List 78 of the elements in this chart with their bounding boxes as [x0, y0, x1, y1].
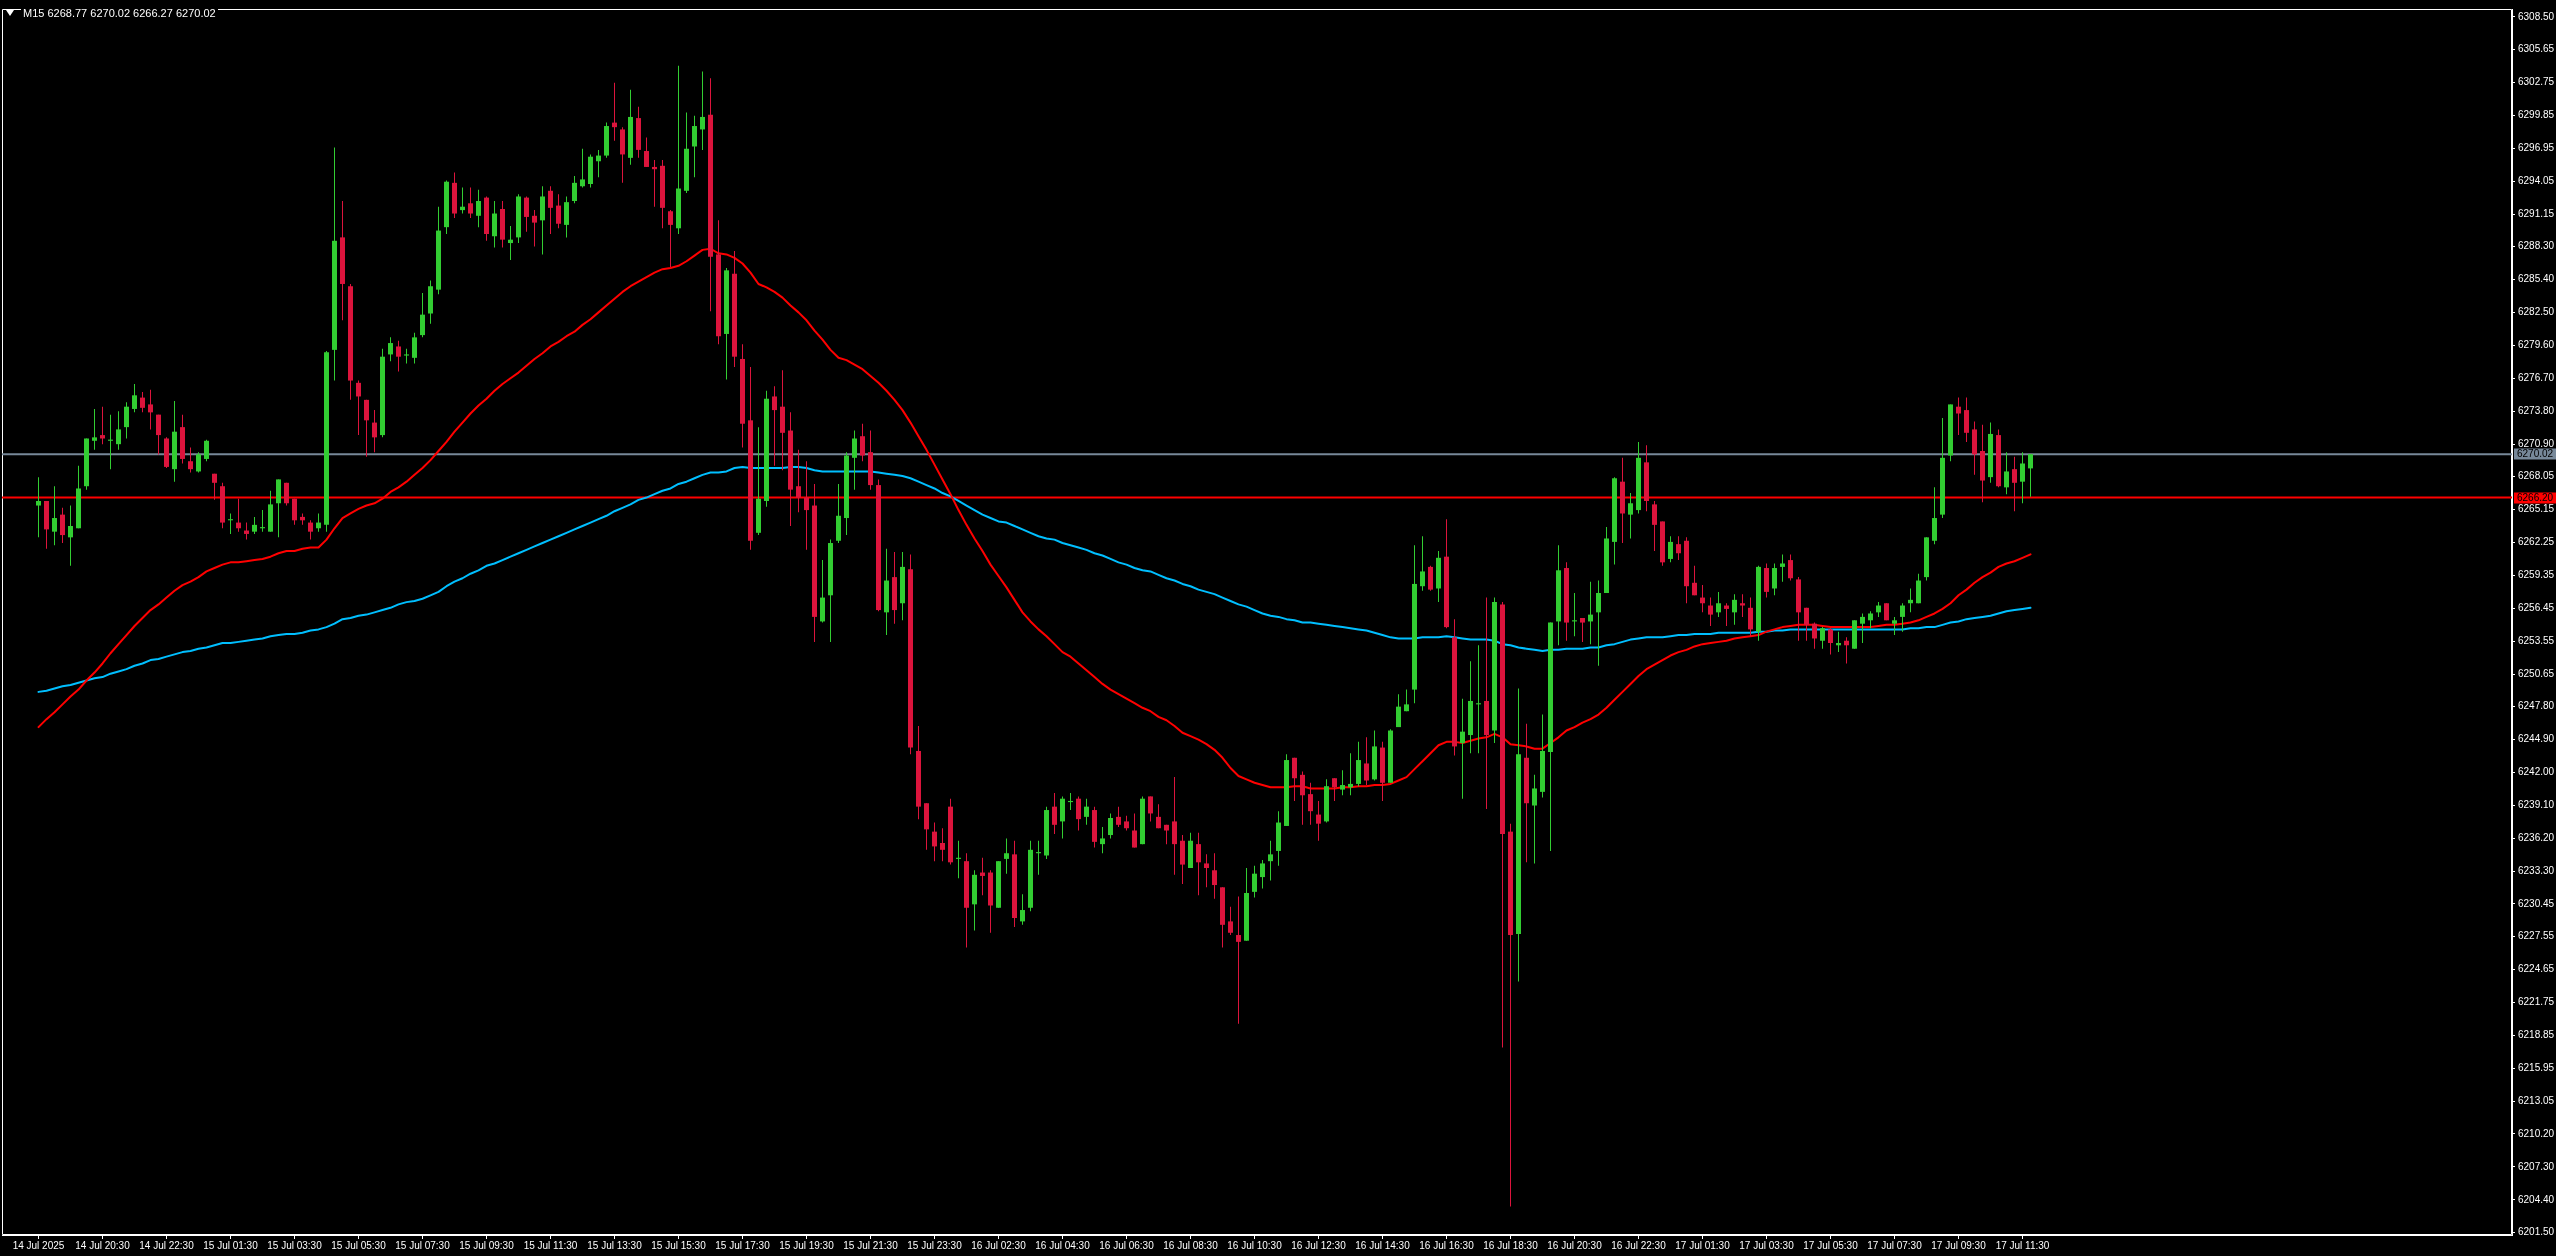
y-tick-label: 6250.65: [2518, 668, 2555, 680]
y-tick-label: 6210.20: [2518, 1127, 2555, 1139]
x-tick-label: 15 Jul 23:30: [907, 1239, 963, 1251]
y-tick-label: 6233.30: [2518, 865, 2555, 877]
y-tick-label: 6247.80: [2518, 700, 2555, 712]
y-tick-label: 6242.00: [2518, 766, 2555, 778]
x-tick-label: 14 Jul 20:30: [75, 1239, 131, 1251]
candlestick: [1836, 631, 1841, 653]
y-tick-label: 6273.80: [2518, 404, 2555, 416]
x-tick-label: 15 Jul 13:30: [587, 1239, 643, 1251]
x-tick-label: 15 Jul 19:30: [779, 1239, 835, 1251]
y-tick-label: 6288.30: [2518, 240, 2555, 252]
x-tick-label: 17 Jul 03:30: [1739, 1239, 1795, 1251]
x-tick-label: 14 Jul 22:30: [139, 1239, 195, 1251]
y-tick-label: 6221.75: [2518, 996, 2555, 1008]
y-tick-label: 6282.50: [2518, 306, 2555, 318]
y-tick-label: 6236.20: [2518, 832, 2555, 844]
x-tick-label: 15 Jul 15:30: [651, 1239, 707, 1251]
y-tick-label: 6204.40: [2518, 1193, 2555, 1205]
y-tick-label: 6259.35: [2518, 569, 2555, 581]
y-tick-label: 6224.65: [2518, 963, 2555, 975]
candlestick: [1236, 896, 1241, 1024]
ref-line-label: 6270.02: [2517, 448, 2554, 460]
y-tick-label: 6305.65: [2518, 43, 2555, 55]
y-tick-label: 6201.50: [2518, 1226, 2555, 1238]
chart-title: M15 6268.77 6270.02 6266.27 6270.02: [21, 7, 218, 20]
y-tick-label: 6239.10: [2518, 799, 2555, 811]
y-tick-label: 6265.15: [2518, 503, 2555, 515]
x-tick-label: 15 Jul 05:30: [331, 1239, 387, 1251]
x-tick-label: 17 Jul 05:30: [1803, 1239, 1859, 1251]
x-tick-label: 16 Jul 02:30: [971, 1239, 1027, 1251]
y-tick-label: 6230.45: [2518, 897, 2555, 909]
x-tick-label: 16 Jul 04:30: [1035, 1239, 1091, 1251]
x-tick-label: 16 Jul 22:30: [1611, 1239, 1667, 1251]
y-tick-label: 6276.70: [2518, 372, 2555, 384]
y-tick-label: 6294.05: [2518, 174, 2555, 186]
y-tick-label: 6308.50: [2518, 10, 2555, 22]
y-tick-label: 6207.30: [2518, 1160, 2555, 1172]
y-tick-label: 6270.90: [2518, 437, 2555, 449]
candlestick: [652, 160, 657, 207]
x-tick-label: 16 Jul 06:30: [1099, 1239, 1155, 1251]
x-tick-label: 17 Jul 11:30: [1995, 1239, 2050, 1251]
y-tick-label: 6215.95: [2518, 1062, 2555, 1074]
x-tick-label: 16 Jul 14:30: [1355, 1239, 1411, 1251]
x-tick-label: 15 Jul 17:30: [715, 1239, 771, 1251]
y-tick-label: 6302.75: [2518, 76, 2555, 88]
x-tick-label: 17 Jul 07:30: [1867, 1239, 1923, 1251]
x-tick-label: 15 Jul 11:30: [523, 1239, 578, 1251]
x-tick-label: 15 Jul 03:30: [267, 1239, 323, 1251]
y-tick-label: 6227.55: [2518, 930, 2555, 942]
y-tick-label: 6244.90: [2518, 733, 2555, 745]
x-tick-label: 17 Jul 09:30: [1931, 1239, 1987, 1251]
y-tick-label: 6262.25: [2518, 536, 2555, 548]
y-tick-label: 6213.05: [2518, 1095, 2555, 1107]
x-tick-label: 15 Jul 21:30: [843, 1239, 899, 1251]
ref-line-label: 6266.20: [2517, 491, 2554, 503]
candlestick: [36, 477, 41, 538]
x-tick-label: 15 Jul 09:30: [459, 1239, 515, 1251]
x-tick-label: 16 Jul 08:30: [1163, 1239, 1219, 1251]
y-tick-label: 6268.05: [2518, 470, 2555, 482]
x-tick-label: 16 Jul 20:30: [1547, 1239, 1603, 1251]
y-tick-label: 6296.95: [2518, 141, 2555, 153]
y-tick-label: 6299.85: [2518, 108, 2555, 120]
x-tick-label: 16 Jul 16:30: [1419, 1239, 1475, 1251]
y-tick-label: 6285.40: [2518, 273, 2555, 285]
x-tick-label: 16 Jul 10:30: [1227, 1239, 1283, 1251]
y-tick-label: 6291.15: [2518, 207, 2555, 219]
y-tick-label: 6218.85: [2518, 1029, 2555, 1041]
x-tick-label: 15 Jul 01:30: [203, 1239, 259, 1251]
y-tick-label: 6253.55: [2518, 635, 2555, 647]
y-tick-label: 6279.60: [2518, 339, 2555, 351]
x-tick-label: 16 Jul 12:30: [1291, 1239, 1347, 1251]
x-tick-label: 16 Jul 18:30: [1483, 1239, 1539, 1251]
y-tick-label: 6256.45: [2518, 602, 2555, 614]
candlestick: [92, 408, 97, 450]
x-tick-label: 15 Jul 07:30: [395, 1239, 451, 1251]
x-tick-label: 17 Jul 01:30: [1675, 1239, 1731, 1251]
x-tick-label: 14 Jul 2025: [12, 1239, 65, 1251]
